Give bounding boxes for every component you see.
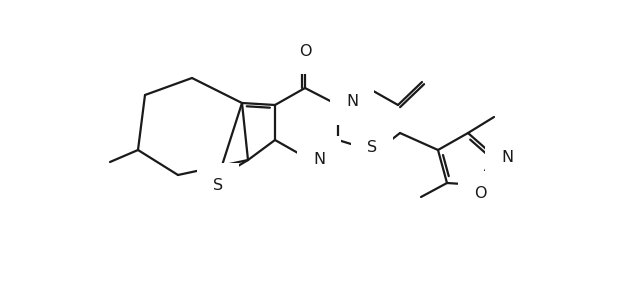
Text: S: S xyxy=(367,141,377,156)
Text: O: O xyxy=(474,186,486,201)
Text: S: S xyxy=(213,178,223,194)
Text: N: N xyxy=(501,150,513,164)
Text: N: N xyxy=(346,95,358,109)
Text: N: N xyxy=(313,152,325,166)
Text: O: O xyxy=(299,44,311,58)
